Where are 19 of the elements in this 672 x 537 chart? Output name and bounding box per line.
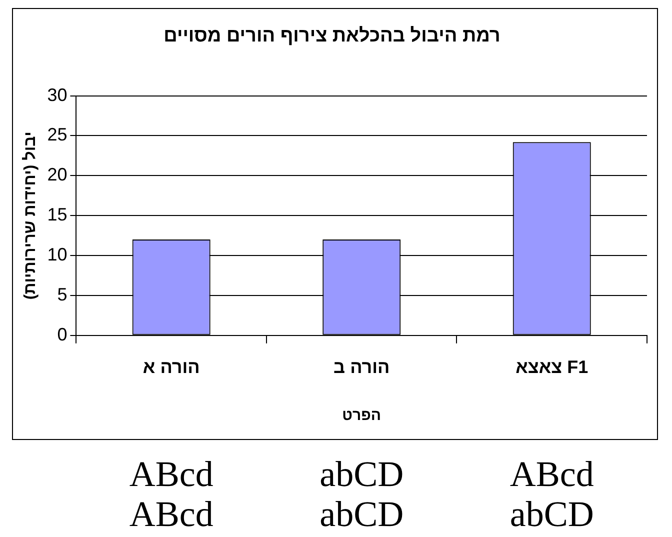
text: abCD	[320, 494, 404, 534]
x-tick-label: צאצא F1	[516, 357, 588, 378]
y-tick-label: 5	[57, 284, 68, 304]
y-tick-label: 10	[47, 244, 68, 264]
x-tick-label: הורה א	[142, 357, 200, 378]
x-axis-title: הפרט	[342, 407, 382, 424]
text: ABcd	[510, 454, 594, 494]
text: ABcd	[129, 494, 214, 534]
y-tick-label: 0	[57, 324, 68, 344]
x-tick-label: הורה ב	[334, 357, 390, 378]
y-tick-label: 30	[47, 84, 68, 105]
y-tick-label: 20	[47, 164, 68, 185]
y-tick-label: 15	[47, 204, 68, 225]
text: abCD	[320, 454, 404, 494]
text: ABcd	[129, 454, 214, 494]
y-axis-title: יבול (יחידות שרירותיות)	[21, 132, 40, 300]
text: abCD	[510, 494, 594, 534]
chart-title: רמת היבול בהכלאת צירוף הורים מסויים	[164, 26, 500, 47]
y-tick-label: 25	[47, 124, 68, 145]
